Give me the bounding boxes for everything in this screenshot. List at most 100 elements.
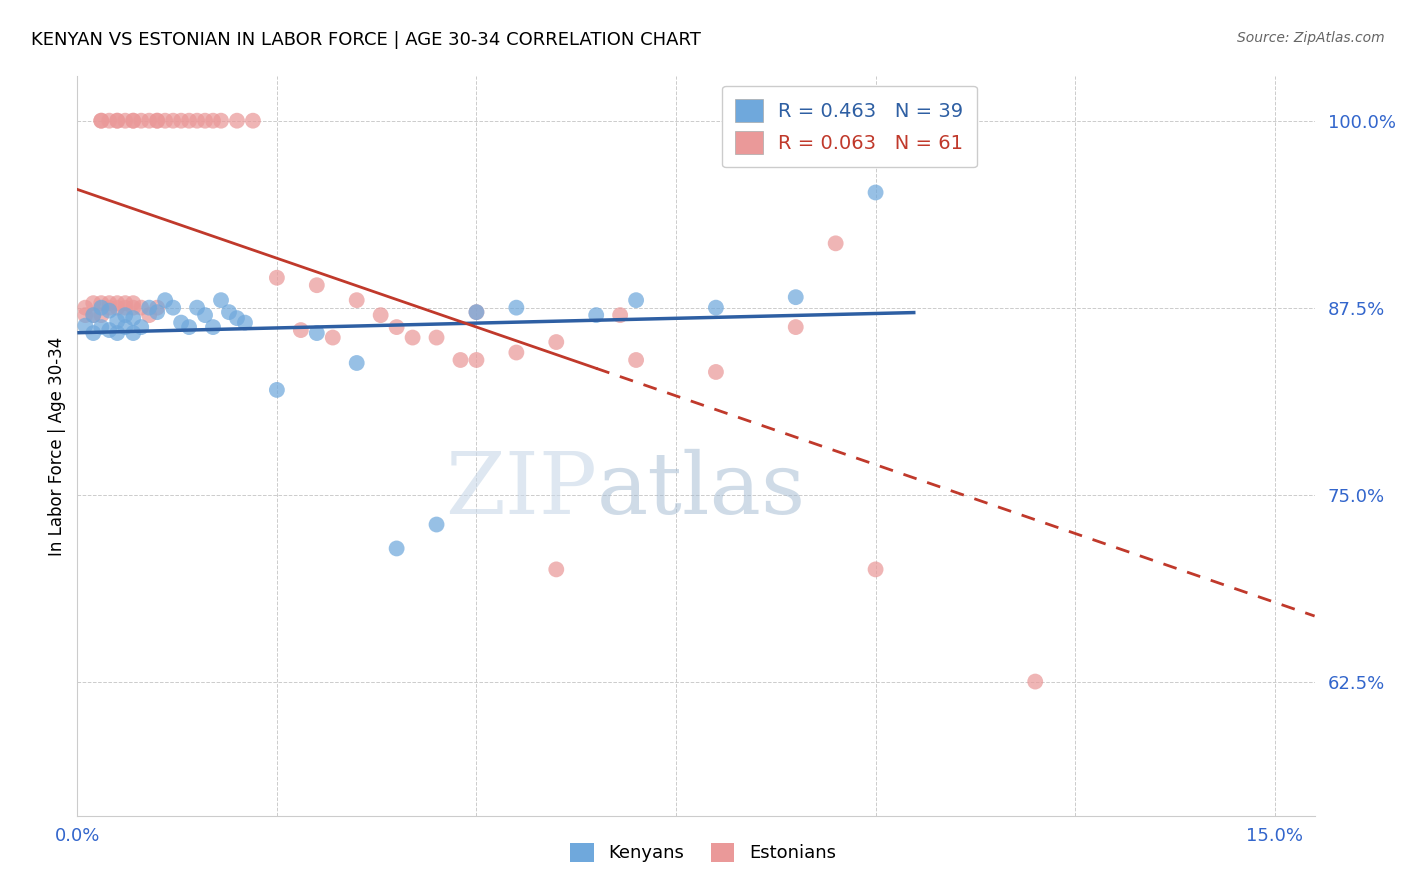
Point <box>162 113 184 128</box>
Point <box>226 311 249 326</box>
Point <box>242 113 264 128</box>
Point <box>90 320 112 334</box>
Point <box>75 301 97 315</box>
Point <box>114 308 136 322</box>
Point <box>346 356 368 370</box>
Point <box>370 308 392 322</box>
Point <box>465 305 488 319</box>
Point <box>450 353 472 368</box>
Point <box>202 113 225 128</box>
Point <box>153 113 176 128</box>
Point <box>129 301 152 315</box>
Point <box>346 293 368 308</box>
Point <box>865 186 887 200</box>
Point <box>162 301 184 315</box>
Point <box>546 334 568 349</box>
Point <box>425 330 447 344</box>
Point <box>624 353 647 368</box>
Point <box>226 113 249 128</box>
Point <box>105 314 128 328</box>
Point <box>305 326 328 340</box>
Point <box>146 305 169 319</box>
Point <box>465 305 488 319</box>
Point <box>170 113 193 128</box>
Point <box>1024 674 1046 689</box>
Point <box>546 562 568 576</box>
Point <box>82 308 104 322</box>
Point <box>186 301 208 315</box>
Point <box>129 113 152 128</box>
Text: Source: ZipAtlas.com: Source: ZipAtlas.com <box>1237 31 1385 45</box>
Point <box>186 113 208 128</box>
Point <box>114 320 136 334</box>
Point <box>138 308 160 322</box>
Legend: R = 0.463   N = 39, R = 0.063   N = 61: R = 0.463 N = 39, R = 0.063 N = 61 <box>721 86 977 168</box>
Point <box>401 330 423 344</box>
Point <box>305 278 328 293</box>
Point <box>75 308 97 322</box>
Point <box>90 113 112 128</box>
Point <box>505 301 527 315</box>
Legend: Kenyans, Estonians: Kenyans, Estonians <box>562 836 844 870</box>
Point <box>704 301 727 315</box>
Point <box>98 296 121 310</box>
Point <box>122 301 145 315</box>
Point <box>98 323 121 337</box>
Point <box>322 330 344 344</box>
Point <box>425 517 447 532</box>
Point <box>609 308 631 322</box>
Point <box>153 293 176 308</box>
Point <box>194 308 217 322</box>
Point <box>209 293 232 308</box>
Point <box>290 323 312 337</box>
Point <box>146 113 169 128</box>
Point <box>385 541 408 556</box>
Point <box>105 326 128 340</box>
Point <box>177 320 200 334</box>
Point <box>385 320 408 334</box>
Point <box>194 113 217 128</box>
Point <box>218 305 240 319</box>
Point <box>90 113 112 128</box>
Point <box>177 113 200 128</box>
Point <box>82 308 104 322</box>
Point <box>146 301 169 315</box>
Point <box>105 296 128 310</box>
Point <box>170 316 193 330</box>
Point <box>90 308 112 322</box>
Point <box>785 290 807 304</box>
Point <box>129 320 152 334</box>
Point <box>505 345 527 359</box>
Point <box>114 296 136 310</box>
Point <box>90 301 112 315</box>
Text: atlas: atlas <box>598 449 806 532</box>
Point <box>138 113 160 128</box>
Point <box>98 303 121 318</box>
Point <box>824 236 846 251</box>
Point <box>266 270 288 285</box>
Point <box>209 113 232 128</box>
Point <box>105 113 128 128</box>
Point <box>122 113 145 128</box>
Point <box>785 320 807 334</box>
Point <box>624 293 647 308</box>
Point <box>122 326 145 340</box>
Point <box>114 301 136 315</box>
Point <box>122 113 145 128</box>
Point <box>266 383 288 397</box>
Point <box>105 301 128 315</box>
Point <box>90 296 112 310</box>
Text: ZIP: ZIP <box>446 449 598 532</box>
Point <box>146 113 169 128</box>
Point <box>138 301 160 315</box>
Text: KENYAN VS ESTONIAN IN LABOR FORCE | AGE 30-34 CORRELATION CHART: KENYAN VS ESTONIAN IN LABOR FORCE | AGE … <box>31 31 700 49</box>
Point <box>82 296 104 310</box>
Y-axis label: In Labor Force | Age 30-34: In Labor Force | Age 30-34 <box>48 336 66 556</box>
Point <box>202 320 225 334</box>
Point <box>114 113 136 128</box>
Point <box>585 308 607 322</box>
Point <box>465 353 488 368</box>
Point <box>122 296 145 310</box>
Point <box>75 318 97 333</box>
Point <box>98 113 121 128</box>
